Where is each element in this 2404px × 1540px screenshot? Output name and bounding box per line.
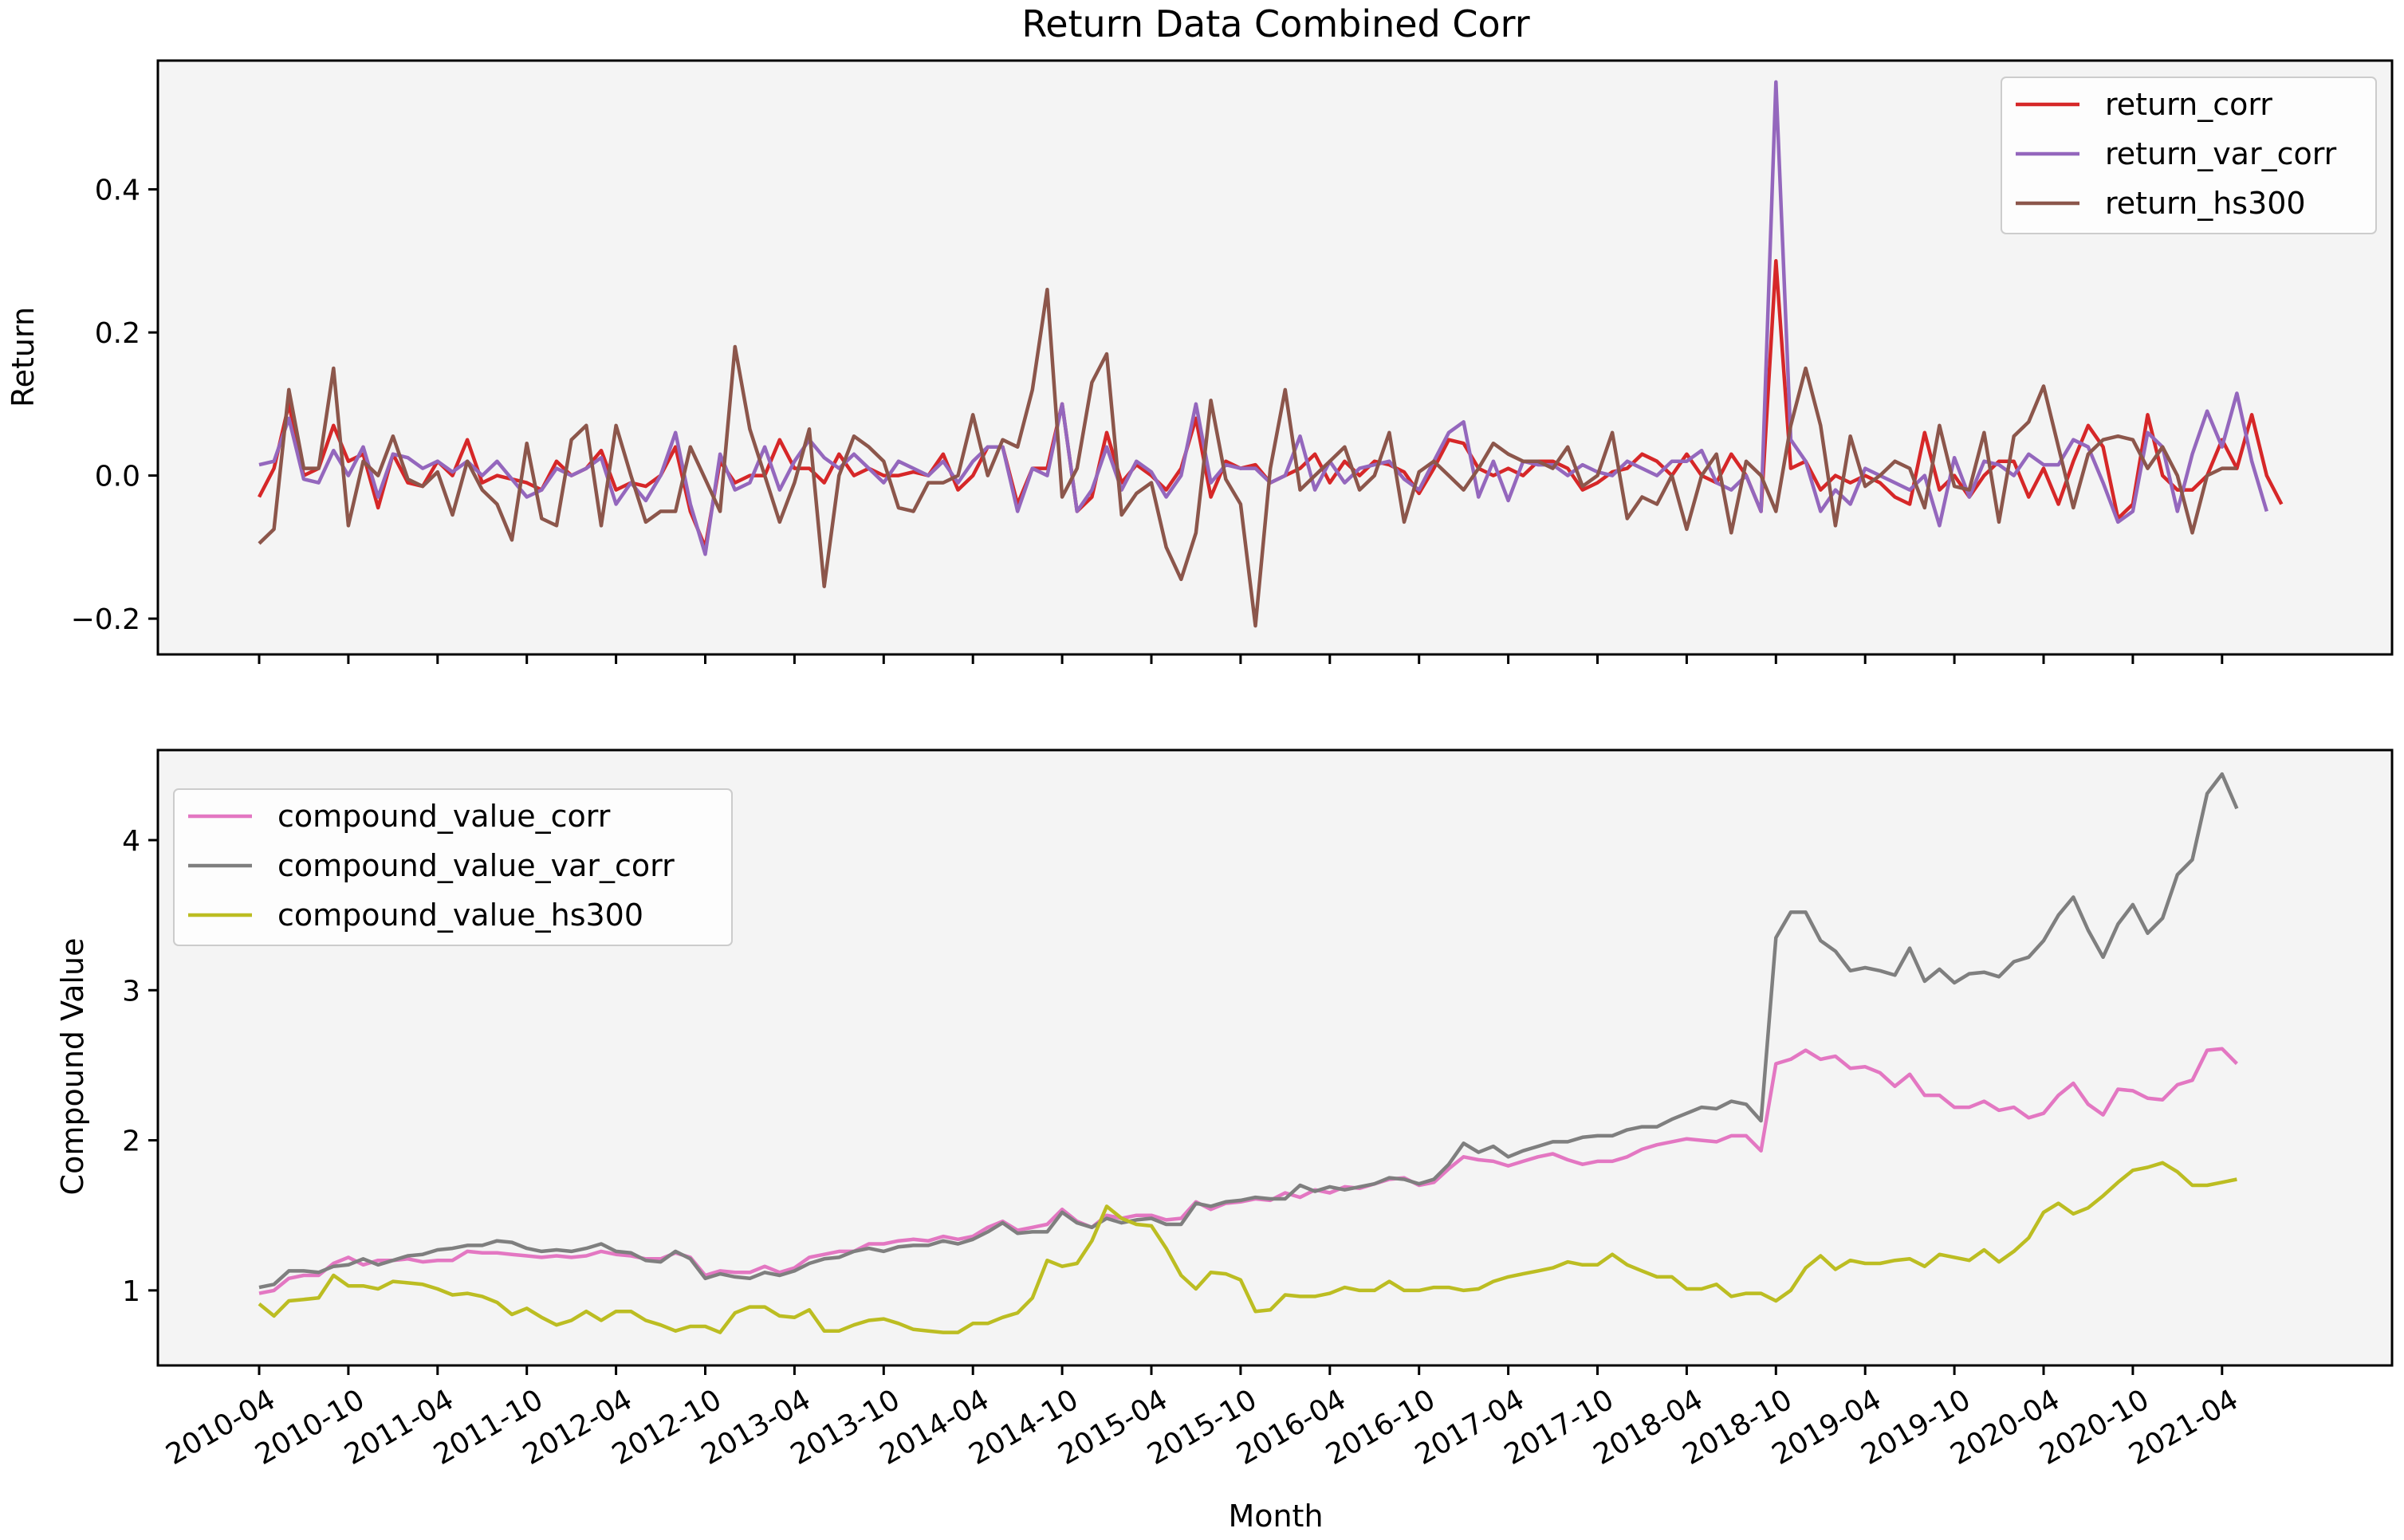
axes-compound-ylabel: Compound Value	[55, 938, 90, 1196]
ytick-label: 1	[122, 1275, 140, 1308]
ytick-label: 0.4	[95, 175, 140, 207]
legend-label-compound_value_var_corr: compound_value_var_corr	[277, 848, 675, 883]
legend-label-compound_value_hs300: compound_value_hs300	[277, 898, 643, 933]
axes-return-ylabel: Return	[6, 307, 41, 407]
legend-label-return_var_corr: return_var_corr	[2105, 136, 2337, 171]
series-line-compound_value_hs300	[258, 1161, 2237, 1334]
legend-compound: compound_value_corr compound_value_var_co…	[173, 788, 733, 946]
ytick-label: −0.2	[71, 603, 140, 636]
axes-return-marks	[258, 80, 2284, 628]
figure-title: Return Data Combined Corr	[1021, 2, 1529, 45]
ytick-label: 3	[122, 975, 140, 1008]
legend-frame	[2001, 77, 2377, 234]
series-line-return_var_corr	[258, 80, 2268, 556]
ytick-label: 0.2	[95, 317, 140, 350]
axes-compound-marks	[258, 772, 2239, 1334]
series-line-return_hs300	[258, 287, 2237, 628]
legend-return: return_corr return_var_corr return_hs300	[2001, 77, 2377, 234]
axes-compound-frame	[156, 748, 2394, 1367]
ytick-label: 2	[122, 1126, 140, 1158]
legend-label-return_corr: return_corr	[2105, 87, 2272, 122]
legend-frame	[173, 788, 733, 946]
series-line-compound_value_var_corr	[258, 772, 2239, 1290]
legend-label-compound_value_corr: compound_value_corr	[277, 799, 611, 834]
ytick-label: 4	[122, 825, 140, 858]
legend-label-return_hs300: return_hs300	[2105, 186, 2306, 221]
figure-xlabel: Month	[1228, 1499, 1323, 1534]
axes-return-frame	[156, 59, 2394, 656]
ytick-label: 0.0	[95, 461, 140, 493]
